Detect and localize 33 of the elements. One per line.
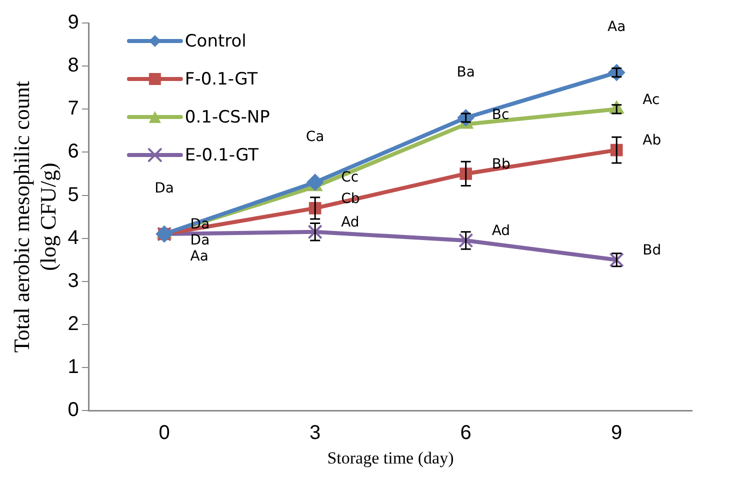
y-tick-label: 8 <box>68 54 79 77</box>
data-label: Aa <box>190 248 208 265</box>
x-axis-title: Storage time (day) <box>327 448 454 468</box>
x-tick-label: 9 <box>611 422 622 444</box>
data-label: Bc <box>492 106 510 123</box>
x-tick-label: 3 <box>310 422 321 444</box>
x-tick-label: 6 <box>460 422 472 444</box>
y-axis-title: Total aerobic mesophilic count (log CFU/g) <box>8 81 60 353</box>
y-tick-label: 0 <box>68 399 79 422</box>
data-label: Ca <box>306 128 324 145</box>
data-label: Bd <box>642 242 662 259</box>
x-tick-label: 0 <box>158 422 170 444</box>
y-tick-label: 2 <box>68 312 79 335</box>
legend-label: Control <box>184 31 246 52</box>
data-label: Cc <box>341 169 359 186</box>
data-label: Ab <box>642 132 662 149</box>
data-label: Ac <box>642 92 660 108</box>
legend-label: F-0.1-GT <box>184 69 258 90</box>
y-tick-label: 1 <box>68 356 79 378</box>
y-tick-label: 6 <box>68 140 79 163</box>
data-label: Aa <box>608 19 626 36</box>
y-tick-label: 7 <box>68 98 79 120</box>
data-label: Ba <box>456 64 475 80</box>
y-tick-label: 9 <box>68 12 79 34</box>
data-label: Da <box>154 180 174 197</box>
legend-label: E-0.1-GT <box>184 145 260 166</box>
y-tick-label: 3 <box>68 270 79 292</box>
legend-label: 0.1-CS-NP <box>184 107 270 128</box>
data-label: Da <box>190 232 210 249</box>
y-tick-label: 5 <box>68 184 79 206</box>
y-tick-label: 4 <box>68 226 79 249</box>
data-label: Ad <box>341 214 360 231</box>
data-label: Ad <box>492 223 510 240</box>
